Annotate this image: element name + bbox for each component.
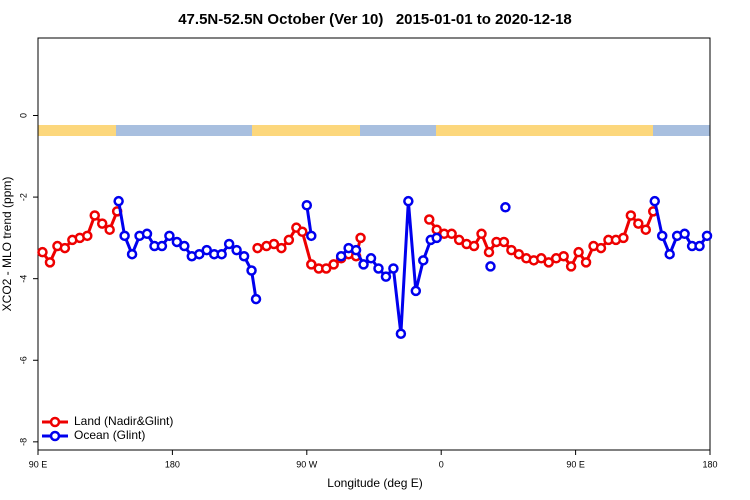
data-point [365, 253, 377, 264]
data-point [485, 261, 496, 272]
data-point [633, 218, 644, 229]
data-point [358, 259, 369, 270]
data-point [431, 232, 442, 244]
x-axis-label: Longitude (deg E) [327, 476, 422, 490]
data-point [306, 259, 317, 270]
data-point [350, 244, 362, 256]
data-point [679, 228, 690, 240]
data-point [37, 246, 48, 258]
data-point [164, 230, 175, 242]
data-point [306, 230, 317, 242]
data-point [283, 234, 295, 246]
y-tick-label: -4 [18, 275, 28, 283]
data-point [194, 248, 205, 260]
y-tick-label: -8 [18, 438, 28, 446]
data-point [573, 246, 584, 258]
data-point [694, 240, 705, 252]
data-point [418, 255, 429, 266]
data-point [543, 257, 554, 268]
data-point [388, 263, 399, 274]
data-point [446, 228, 457, 240]
y-tick-label: -2 [18, 193, 28, 201]
data-point [649, 195, 660, 207]
chart-title: 47.5N-52.5N October (Ver 10) 2015-01-01 … [178, 11, 572, 28]
data-point [276, 242, 287, 254]
data-point [44, 257, 56, 268]
data-point [223, 238, 235, 250]
legend-label: Land (Nadir&Glint) [74, 414, 173, 428]
x-tick-label: 90 E [29, 459, 48, 469]
data-point [268, 238, 280, 250]
data-point [410, 285, 422, 297]
x-tick-label: 0 [439, 459, 444, 469]
data-point [498, 236, 510, 248]
x-tick-label: 90 W [296, 459, 318, 469]
data-point [536, 253, 547, 264]
data-point [301, 199, 313, 211]
data-point [656, 230, 668, 242]
data-point [216, 248, 227, 260]
data-point [119, 230, 130, 242]
data-point [297, 226, 308, 238]
data-point [580, 257, 592, 268]
data-point [664, 248, 675, 260]
data-point [250, 293, 262, 305]
data-point [558, 250, 569, 262]
plot-frame [37, 37, 711, 451]
data-point [126, 248, 138, 260]
data-point [506, 244, 517, 256]
data-point [373, 263, 384, 274]
legend-marker [49, 430, 61, 442]
data-point [380, 271, 392, 282]
data-point [453, 234, 465, 246]
y-tick-label: -6 [18, 356, 28, 364]
legend-label: Ocean (Glint) [74, 428, 145, 442]
data-point [513, 248, 525, 260]
data-point [483, 246, 495, 258]
data-point [565, 261, 577, 272]
data-point [113, 195, 124, 207]
data-point [328, 259, 339, 270]
data-point [246, 265, 257, 276]
data-point [618, 232, 629, 244]
data-point [500, 202, 511, 213]
data-point [238, 250, 250, 262]
y-tick-label: 0 [18, 113, 28, 118]
data-point [89, 210, 100, 221]
x-tick-label: 180 [165, 459, 180, 469]
data-point [104, 224, 115, 235]
data-point [156, 240, 168, 252]
data-point [252, 242, 263, 254]
data-point [171, 236, 183, 248]
data-point [231, 244, 242, 256]
land-mask-strip [38, 125, 710, 136]
x-tick-label: 180 [702, 459, 717, 469]
data-point [468, 240, 480, 252]
data-point [179, 240, 190, 252]
data-point [403, 195, 414, 207]
legend-marker [49, 416, 61, 428]
data-point [395, 328, 407, 339]
data-point [595, 242, 607, 254]
data-point [424, 214, 435, 225]
data-point [335, 250, 347, 262]
data-point [701, 230, 713, 242]
data-point [59, 242, 71, 254]
data-point [320, 263, 332, 274]
data-point [82, 230, 93, 242]
x-tick-label: 90 E [566, 459, 585, 469]
data-point [141, 228, 153, 240]
data-point [96, 218, 108, 229]
data-point [355, 232, 366, 244]
data-point [640, 224, 652, 235]
y-axis-label: XCO2 - MLO trend (ppm) [0, 177, 14, 312]
data-point [476, 228, 487, 240]
data-point [201, 244, 212, 256]
data-point [625, 210, 637, 221]
